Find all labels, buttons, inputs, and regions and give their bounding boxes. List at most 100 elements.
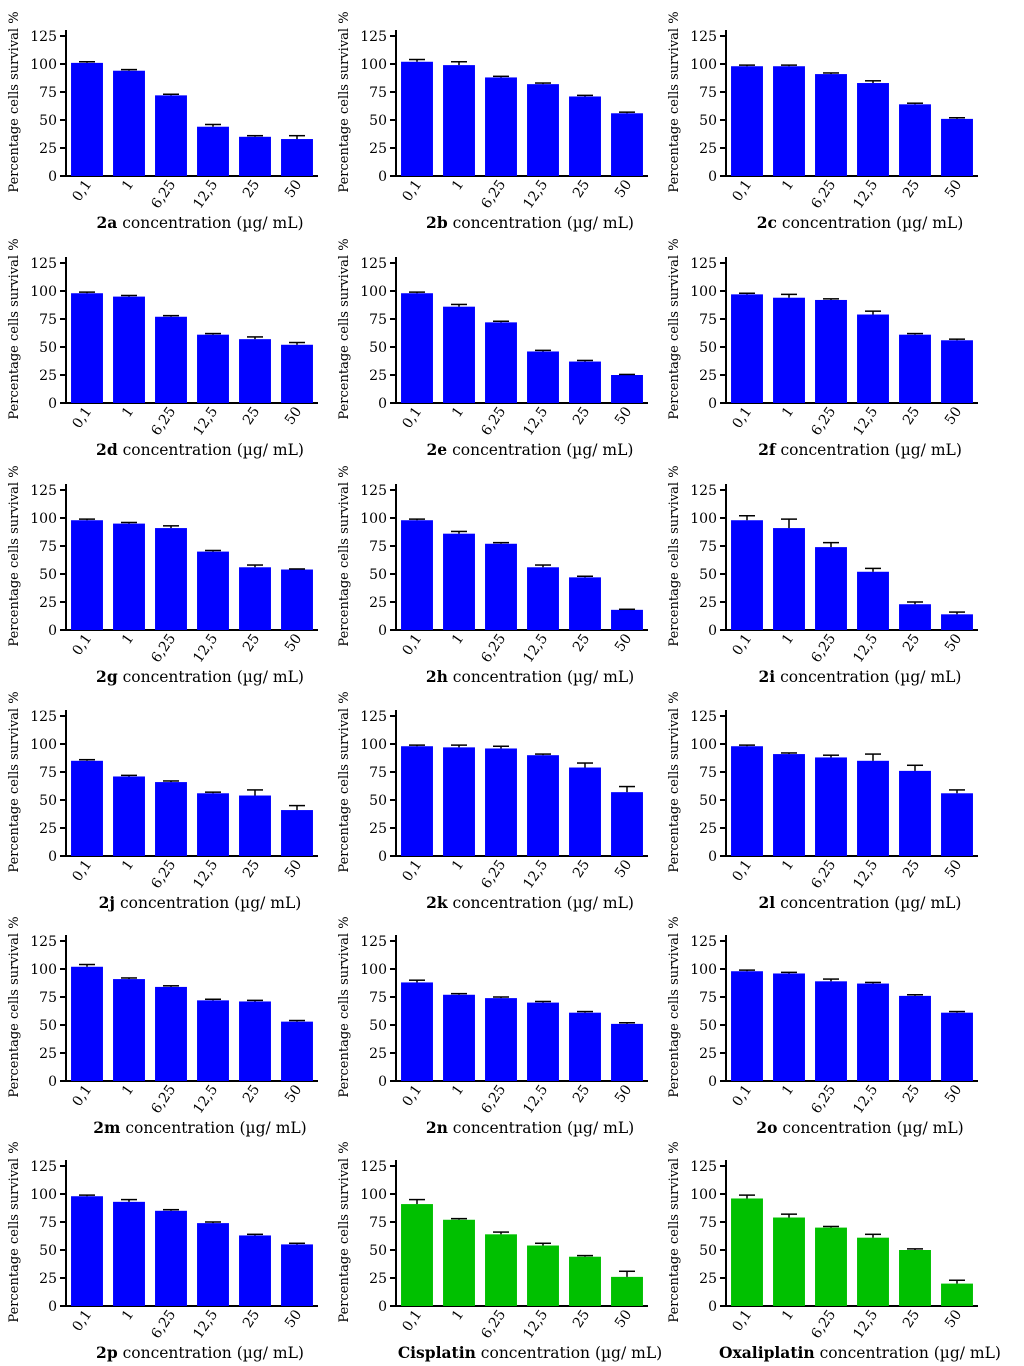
bar xyxy=(401,520,433,630)
bar xyxy=(485,1234,517,1306)
y-tick-label: 50 xyxy=(39,1243,57,1259)
chart-panel-2f: Percentage cells survival % 0 25 50 75 100 125… xyxy=(660,235,1001,462)
bar xyxy=(239,1001,271,1081)
x-tick-label: 50 xyxy=(942,631,965,655)
bar xyxy=(941,793,973,856)
bar xyxy=(401,746,433,856)
bar-chart: Percentage cells survival % 0255075100125… xyxy=(337,916,648,1137)
compound-name: 2i xyxy=(759,667,776,686)
x-tick-label: 50 xyxy=(942,1082,965,1106)
y-tick-label: 0 xyxy=(48,1299,57,1315)
bar xyxy=(71,966,103,1081)
bar xyxy=(815,757,847,856)
bar xyxy=(113,296,145,403)
x-tick-label: 25 xyxy=(570,857,593,881)
bar xyxy=(815,1227,847,1306)
x-axis-title: 2d concentration (µg/ mL) xyxy=(96,440,304,459)
bar-chart: Percentage cells survival % 0255075100125… xyxy=(337,465,648,686)
chart-panel-2j: Percentage cells survival % 0 25 50 75 100 125… xyxy=(0,688,341,915)
y-tick-label: 0 xyxy=(708,1074,717,1090)
y-tick-label: 50 xyxy=(369,793,387,809)
x-axis-title: 2a concentration (µg/ mL) xyxy=(96,213,303,232)
x-tick-label: 25 xyxy=(240,404,263,428)
x-tick-label: 25 xyxy=(900,857,923,881)
y-tick-label: 25 xyxy=(39,1046,57,1062)
y-tick-label: 100 xyxy=(690,737,717,753)
bar xyxy=(281,810,313,856)
y-tick-label: 75 xyxy=(39,765,57,781)
bar xyxy=(569,1256,601,1306)
x-tick-label: 0,1 xyxy=(69,631,95,658)
y-axis-label: Percentage cells survival % xyxy=(7,1141,22,1322)
x-tick-label: 50 xyxy=(942,404,965,428)
x-tick-label: 6,25 xyxy=(808,631,839,666)
x-tick-label: 25 xyxy=(570,1082,593,1106)
x-tick-label: 12,5 xyxy=(850,857,881,892)
bar xyxy=(155,782,187,856)
x-axis-title: 2k concentration (µg/ mL) xyxy=(426,893,634,912)
y-tick-label: 75 xyxy=(369,539,387,555)
x-tick-label: 50 xyxy=(942,857,965,881)
y-axis-label: Percentage cells survival % xyxy=(337,916,352,1097)
x-tick-label: 50 xyxy=(282,631,305,655)
x-tick-label: 1 xyxy=(779,631,797,647)
x-tick-label: 25 xyxy=(570,177,593,201)
bar-chart: Percentage cells survival % 0255075100125… xyxy=(7,916,318,1137)
chart-panel-oxaliplatin: Percentage cells survival % 0 25 50 75 100 125… xyxy=(660,1138,1001,1365)
x-axis-title: 2b concentration (µg/ mL) xyxy=(426,213,634,232)
bar xyxy=(239,339,271,403)
y-tick-label: 100 xyxy=(690,511,717,527)
y-tick-label: 125 xyxy=(30,1159,57,1175)
x-axis-title-rest: concentration (µg/ mL) xyxy=(448,668,634,686)
chart-panel-2l: Percentage cells survival % 0 25 50 75 100 125… xyxy=(660,688,1001,915)
bar xyxy=(569,1012,601,1081)
x-tick-label: 1 xyxy=(779,1082,797,1098)
y-tick-label: 50 xyxy=(369,113,387,129)
y-tick-label: 125 xyxy=(360,1159,387,1175)
y-tick-label: 50 xyxy=(369,340,387,356)
x-axis-title-rest: concentration (µg/ mL) xyxy=(448,894,634,912)
bar xyxy=(569,96,601,176)
y-tick-label: 0 xyxy=(378,623,387,639)
y-tick-label: 125 xyxy=(690,483,717,499)
x-tick-label: 0,1 xyxy=(69,857,95,884)
bar xyxy=(239,567,271,630)
x-tick-label: 1 xyxy=(449,1307,467,1323)
bar xyxy=(155,1210,187,1306)
x-tick-label: 50 xyxy=(942,1307,965,1331)
chart-panel-2h: Percentage cells survival % 0 25 50 75 100 125… xyxy=(330,462,671,689)
bar xyxy=(71,62,103,176)
compound-name: Oxaliplatin xyxy=(719,1343,815,1362)
x-tick-label: 0,1 xyxy=(399,857,425,884)
bar-chart: Percentage cells survival % 0255075100125… xyxy=(337,238,648,459)
x-axis-title: 2j concentration (µg/ mL) xyxy=(99,893,302,912)
x-tick-label: 50 xyxy=(282,1307,305,1331)
x-axis-title-rest: concentration (µg/ mL) xyxy=(776,441,962,459)
y-tick-label: 25 xyxy=(699,368,717,384)
bar xyxy=(71,293,103,403)
bar xyxy=(239,1235,271,1306)
chart-panel-2k: Percentage cells survival % 0 25 50 75 100 125… xyxy=(330,688,671,915)
x-tick-label: 0,1 xyxy=(399,177,425,204)
y-tick-label: 0 xyxy=(708,623,717,639)
bar xyxy=(281,344,313,403)
bar xyxy=(815,74,847,176)
x-tick-label: 6,25 xyxy=(478,177,509,212)
y-tick-label: 0 xyxy=(48,169,57,185)
x-tick-label: 1 xyxy=(779,1307,797,1323)
x-tick-label: 1 xyxy=(449,631,467,647)
x-axis-title: 2i concentration (µg/ mL) xyxy=(759,667,962,686)
x-tick-label: 1 xyxy=(449,1082,467,1098)
y-tick-label: 50 xyxy=(39,1018,57,1034)
chart-panel-2d: Percentage cells survival % 0 25 50 75 100 125… xyxy=(0,235,341,462)
y-tick-label: 75 xyxy=(369,990,387,1006)
y-tick-label: 125 xyxy=(30,29,57,45)
x-tick-label: 25 xyxy=(900,1307,923,1331)
bar xyxy=(281,139,313,176)
x-axis-title-rest: concentration (µg/ mL) xyxy=(448,1119,634,1137)
y-tick-label: 125 xyxy=(30,934,57,950)
x-tick-label: 6,25 xyxy=(808,857,839,892)
x-tick-label: 0,1 xyxy=(399,1307,425,1334)
bar xyxy=(155,528,187,630)
y-axis-label: Percentage cells survival % xyxy=(7,465,22,646)
